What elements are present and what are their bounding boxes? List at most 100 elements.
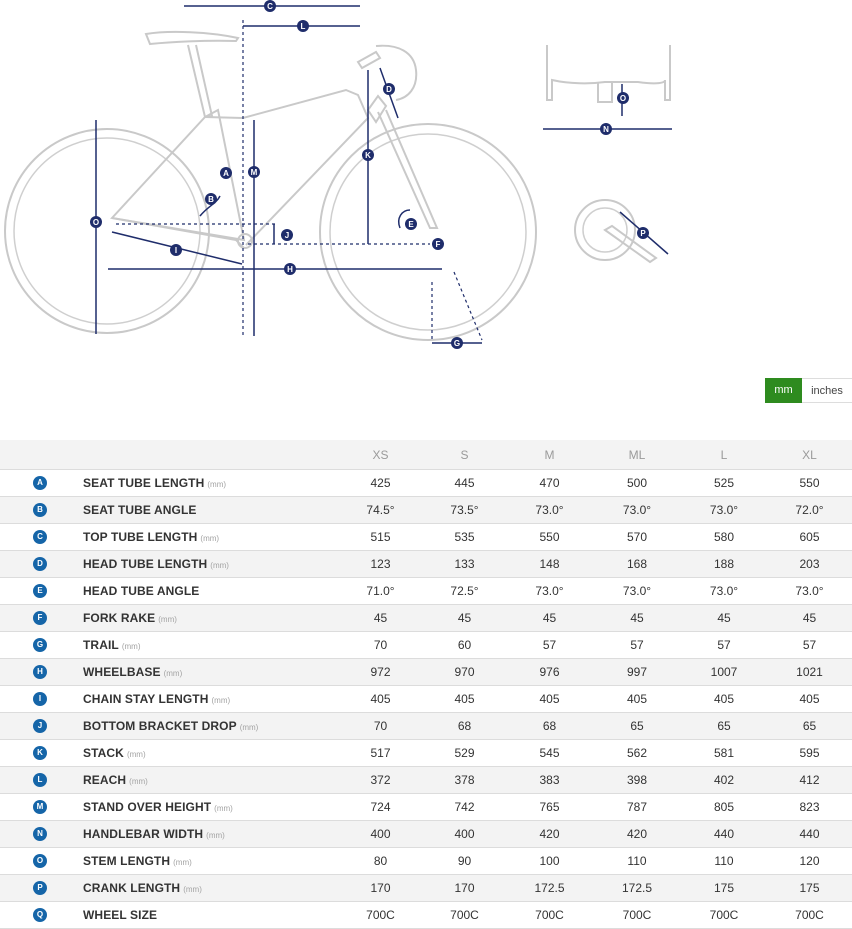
value-cell-s: 133 [423,550,506,578]
value-cell-s: 535 [423,523,506,551]
value-cell-m: 68 [506,712,593,740]
measure-name: TRAIL [83,638,119,652]
value-cell-ml: 168 [593,550,681,578]
letter-badge: Q [33,908,47,923]
marker-K: K [362,149,374,161]
value-cell-xl: 440 [767,820,852,848]
value-cell-xl: 72.0° [767,496,852,524]
measure-name: STACK [83,746,124,760]
value-cell-xl: 412 [767,766,852,794]
row-letter-cell: K [0,739,83,767]
unit-inches-button[interactable]: inches [802,378,852,403]
value-cell-xl: 1021 [767,658,852,686]
value-cell-m: 976 [506,658,593,686]
measure-name-cell: BOTTOM BRACKET DROP (mm) [83,712,338,740]
value-cell-m: 73.0° [506,496,593,524]
value-cell-xl: 45 [767,604,852,632]
value-cell-s: 445 [423,469,506,497]
value-cell-m: 765 [506,793,593,821]
value-cell-s: 400 [423,820,506,848]
marker-E: E [405,218,417,230]
value-cell-m: 148 [506,550,593,578]
value-cell-xs: 123 [338,550,423,578]
value-cell-m: 550 [506,523,593,551]
measure-unit: (mm) [206,831,225,840]
value-cell-xl: 605 [767,523,852,551]
value-cell-l: 175 [681,874,767,902]
marker-I: I [170,244,182,256]
value-cell-ml: 65 [593,712,681,740]
table-row: L REACH (mm) 372 378 383 398 402 412 [0,766,852,794]
row-letter-cell: C [0,523,83,551]
marker-P: P [637,227,649,239]
measure-name: WHEEL SIZE [83,908,158,922]
rear-wheel [4,128,210,334]
table-row: O STEM LENGTH (mm) 80 90 100 110 110 120 [0,847,852,875]
value-cell-xs: 400 [338,820,423,848]
letter-badge: G [33,638,47,653]
svg-text:E: E [408,220,414,229]
letter-badge: B [33,503,47,518]
size-header-ml: ML [593,440,681,470]
value-cell-s: 700C [423,901,506,929]
measure-unit: (mm) [183,885,202,894]
svg-text:N: N [603,125,609,134]
svg-text:I: I [175,246,177,255]
measure-name: SEAT TUBE ANGLE [83,503,197,517]
letter-badge: N [33,827,47,842]
svg-text:F: F [436,240,441,249]
svg-text:J: J [285,231,289,240]
value-cell-m: 470 [506,469,593,497]
measure-name-cell: CHAIN STAY LENGTH (mm) [83,685,338,713]
marker-F: F [432,238,444,250]
svg-text:O: O [620,94,626,103]
bike-geometry-diagram: A B C D E F G H I J K L M N O O P [4,0,672,349]
value-cell-ml: 997 [593,658,681,686]
measure-name: SEAT TUBE LENGTH [83,476,205,490]
measure-unit: (mm) [158,615,177,624]
svg-text:P: P [640,229,646,238]
value-cell-l: 188 [681,550,767,578]
value-cell-l: 45 [681,604,767,632]
unit-mm-button[interactable]: mm [765,378,802,403]
row-letter-cell: Q [0,901,83,929]
measure-unit: (mm) [207,480,227,489]
svg-text:H: H [287,265,293,274]
value-cell-m: 700C [506,901,593,929]
value-cell-xl: 120 [767,847,852,875]
marker-C: C [264,0,276,12]
value-cell-m: 73.0° [506,577,593,605]
value-cell-s: 529 [423,739,506,767]
letter-badge: M [33,800,47,815]
value-cell-l: 402 [681,766,767,794]
header-measure [83,440,338,470]
value-cell-l: 65 [681,712,767,740]
letter-badge: C [33,530,47,545]
measure-name-cell: TRAIL (mm) [83,631,338,659]
marker-A: A [220,167,232,179]
svg-text:L: L [301,22,306,31]
letter-badge: D [33,557,47,572]
value-cell-l: 580 [681,523,767,551]
dimension-lines [95,5,672,344]
table-row: G TRAIL (mm) 70 60 57 57 57 57 [0,631,852,659]
letter-badge: O [33,854,47,869]
measure-unit: (mm) [214,804,233,813]
svg-text:O: O [93,218,99,227]
crankset-view [574,199,658,264]
value-cell-l: 581 [681,739,767,767]
value-cell-xl: 57 [767,631,852,659]
value-cell-m: 172.5 [506,874,593,902]
measure-name: HEAD TUBE LENGTH [83,557,208,571]
value-cell-ml: 45 [593,604,681,632]
value-cell-m: 545 [506,739,593,767]
value-cell-s: 90 [423,847,506,875]
row-letter-cell: P [0,874,83,902]
value-cell-m: 100 [506,847,593,875]
measure-name: HANDLEBAR WIDTH [83,827,204,841]
value-cell-s: 378 [423,766,506,794]
marker-M: M [248,166,260,178]
table-row: D HEAD TUBE LENGTH (mm) 123 133 148 168 188 203 [0,550,852,578]
value-cell-l: 57 [681,631,767,659]
measure-name-cell: HEAD TUBE LENGTH (mm) [83,550,338,578]
